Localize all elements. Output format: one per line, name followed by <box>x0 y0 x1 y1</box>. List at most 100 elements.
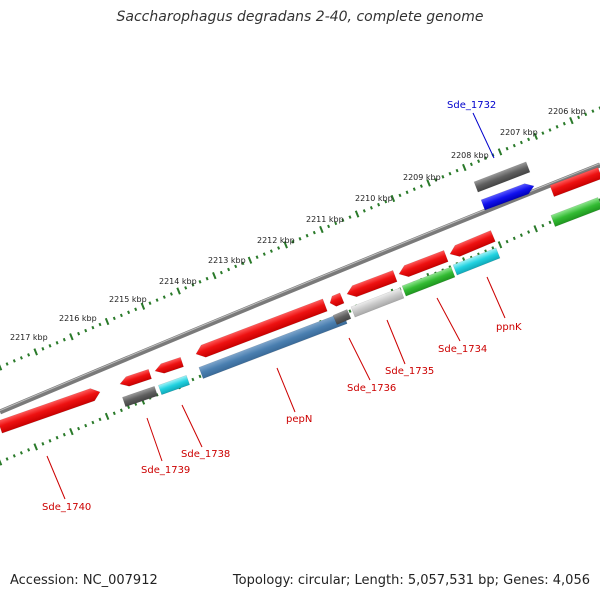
outer-ruler-major-tick <box>247 256 253 264</box>
outer-ruler-major-tick <box>462 163 467 172</box>
outer-ruler-major-tick <box>176 287 181 295</box>
gene-sde-1732-feature[interactable] <box>473 161 531 193</box>
outer-ruler-major-tick <box>69 333 74 341</box>
outer-ruler-major-tick <box>104 317 110 326</box>
outer-ruler-minor-tick <box>334 221 338 226</box>
outer-ruler-minor-tick <box>262 252 266 256</box>
callout-sde-1740 <box>46 455 66 500</box>
gene-labels: Sde_1732 ppnK Sde_1734 Sde_1735 Sde_1736 pepN… <box>42 100 522 513</box>
outer-ruler-minor-tick <box>12 359 16 363</box>
gene-sde-1738-arrow[interactable] <box>153 356 184 375</box>
outer-ruler-minor-tick <box>469 162 473 167</box>
callout-sde-1732 <box>472 112 495 159</box>
outer-ruler-minor-tick <box>91 325 95 330</box>
label-ppnk[interactable]: ppnK <box>496 322 522 333</box>
tick-2209: 2209 kbp <box>403 173 441 182</box>
outer-ruler-minor-tick <box>127 310 131 315</box>
gene-sde-1735-arrow[interactable] <box>345 270 398 299</box>
outer-ruler-minor-tick <box>362 209 366 213</box>
outer-ruler-major-tick <box>319 225 324 234</box>
outer-ruler-minor-tick <box>77 331 81 336</box>
outer-ruler-minor-tick <box>484 156 488 160</box>
label-sde-1735[interactable]: Sde_1735 <box>385 366 434 377</box>
tick-2214: 2214 kbp <box>159 277 197 286</box>
outer-ruler-minor-tick <box>84 328 88 333</box>
tick-2208: 2208 kbp <box>451 151 489 160</box>
inner-ruler-major-tick <box>533 225 538 233</box>
outer-ruler-major-tick <box>33 348 38 356</box>
gene-ppnk-arrow[interactable] <box>448 230 496 259</box>
outer-ruler-minor-tick <box>448 171 452 176</box>
outer-ruler-minor-tick <box>512 143 516 148</box>
outer-ruler-major-tick <box>140 302 146 310</box>
label-sde-1740[interactable]: Sde_1740 <box>42 502 91 513</box>
outer-ruler-minor-tick <box>348 215 352 219</box>
gene-sde-1734-feature[interactable] <box>401 266 456 297</box>
label-sde-1739[interactable]: Sde_1739 <box>141 465 190 476</box>
outer-ruler-minor-tick <box>169 292 173 296</box>
gene-sde-1735-feature[interactable] <box>350 287 405 318</box>
tick-2210: 2210 kbp <box>355 194 393 203</box>
outer-ruler-minor-tick <box>455 168 459 173</box>
gene-sde-1736-feature[interactable] <box>332 309 352 325</box>
label-sde-1738[interactable]: Sde_1738 <box>181 449 230 460</box>
inner-ruler-minor-tick <box>505 239 509 244</box>
outer-ruler-minor-tick <box>562 121 566 126</box>
gene-sde-1736-arrow[interactable] <box>328 292 345 308</box>
outer-ruler-minor-tick <box>269 249 273 253</box>
gene-sde-1739-arrow[interactable] <box>118 368 152 388</box>
gene-sde-1732-arrow[interactable] <box>480 181 536 211</box>
outer-ruler-minor-tick <box>55 341 59 345</box>
label-sde-1734[interactable]: Sde_1734 <box>438 344 487 355</box>
outer-ruler-minor-tick <box>312 230 316 235</box>
gene-sde-1740-arrow[interactable] <box>0 386 102 434</box>
outer-ruler-minor-tick <box>41 347 45 351</box>
gene-right-red-arrow[interactable] <box>549 167 600 197</box>
label-sde-1736[interactable]: Sde_1736 <box>347 383 396 394</box>
outer-ruler-major-tick <box>354 210 360 218</box>
outer-ruler-minor-tick <box>519 140 523 145</box>
label-pepn[interactable]: pepN <box>286 414 312 425</box>
inner-ruler-minor-tick <box>191 377 195 382</box>
outer-ruler-minor-tick <box>398 193 402 198</box>
inner-ruler-minor-tick <box>19 451 23 455</box>
gene-sde-1738-feature[interactable] <box>157 374 191 396</box>
outer-ruler-minor-tick <box>241 261 245 266</box>
inner-ruler-major-tick <box>0 458 3 466</box>
tick-2216: 2216 kbp <box>59 314 97 323</box>
inner-ruler-minor-tick <box>41 442 45 446</box>
callout-ppnk <box>486 276 506 319</box>
inner-ruler-minor-tick <box>5 457 9 461</box>
outer-ruler-minor-tick <box>227 267 231 272</box>
callout-sde-1736 <box>348 337 371 381</box>
inner-ruler-minor-tick <box>12 454 16 458</box>
outer-ruler-minor-tick <box>577 115 581 120</box>
inner-ruler-minor-tick <box>548 220 552 225</box>
gene-sde-1734-arrow[interactable] <box>397 250 449 279</box>
outer-ruler-major-tick <box>212 271 217 280</box>
gene-pepn-arrow[interactable] <box>194 298 328 360</box>
gene-pepn-feature[interactable] <box>198 312 348 379</box>
accession-text: Accession: NC_007912 <box>10 573 158 588</box>
outer-ruler-minor-tick <box>134 307 138 312</box>
inner-ruler-minor-tick <box>127 405 131 409</box>
map-title: Saccharophagus degradans 2-40, complete … <box>116 9 484 25</box>
gene-sde-1739-feature[interactable] <box>122 385 158 408</box>
label-sde-1732[interactable]: Sde_1732 <box>447 100 496 111</box>
inner-ruler-minor-tick <box>541 223 545 228</box>
tick-2206: 2206 kbp <box>548 107 586 116</box>
label-connectors <box>46 112 506 500</box>
genome-summary-text: Topology: circular; Length: 5,057,531 bp… <box>232 573 590 588</box>
tick-2211: 2211 kbp <box>306 215 344 224</box>
genome-backbone <box>0 162 600 415</box>
gene-ppnk-feature[interactable] <box>452 247 501 276</box>
inner-ruler-major-tick <box>69 427 74 436</box>
inner-ruler-minor-tick <box>55 435 59 440</box>
gene-right-green-feature[interactable] <box>550 197 600 227</box>
outer-ruler-minor-tick <box>119 313 123 318</box>
outer-ruler-minor-tick <box>19 356 23 360</box>
callout-sde-1734 <box>436 297 461 342</box>
outer-ruler-minor-tick <box>327 224 331 229</box>
outer-ruler-minor-tick <box>548 128 552 132</box>
